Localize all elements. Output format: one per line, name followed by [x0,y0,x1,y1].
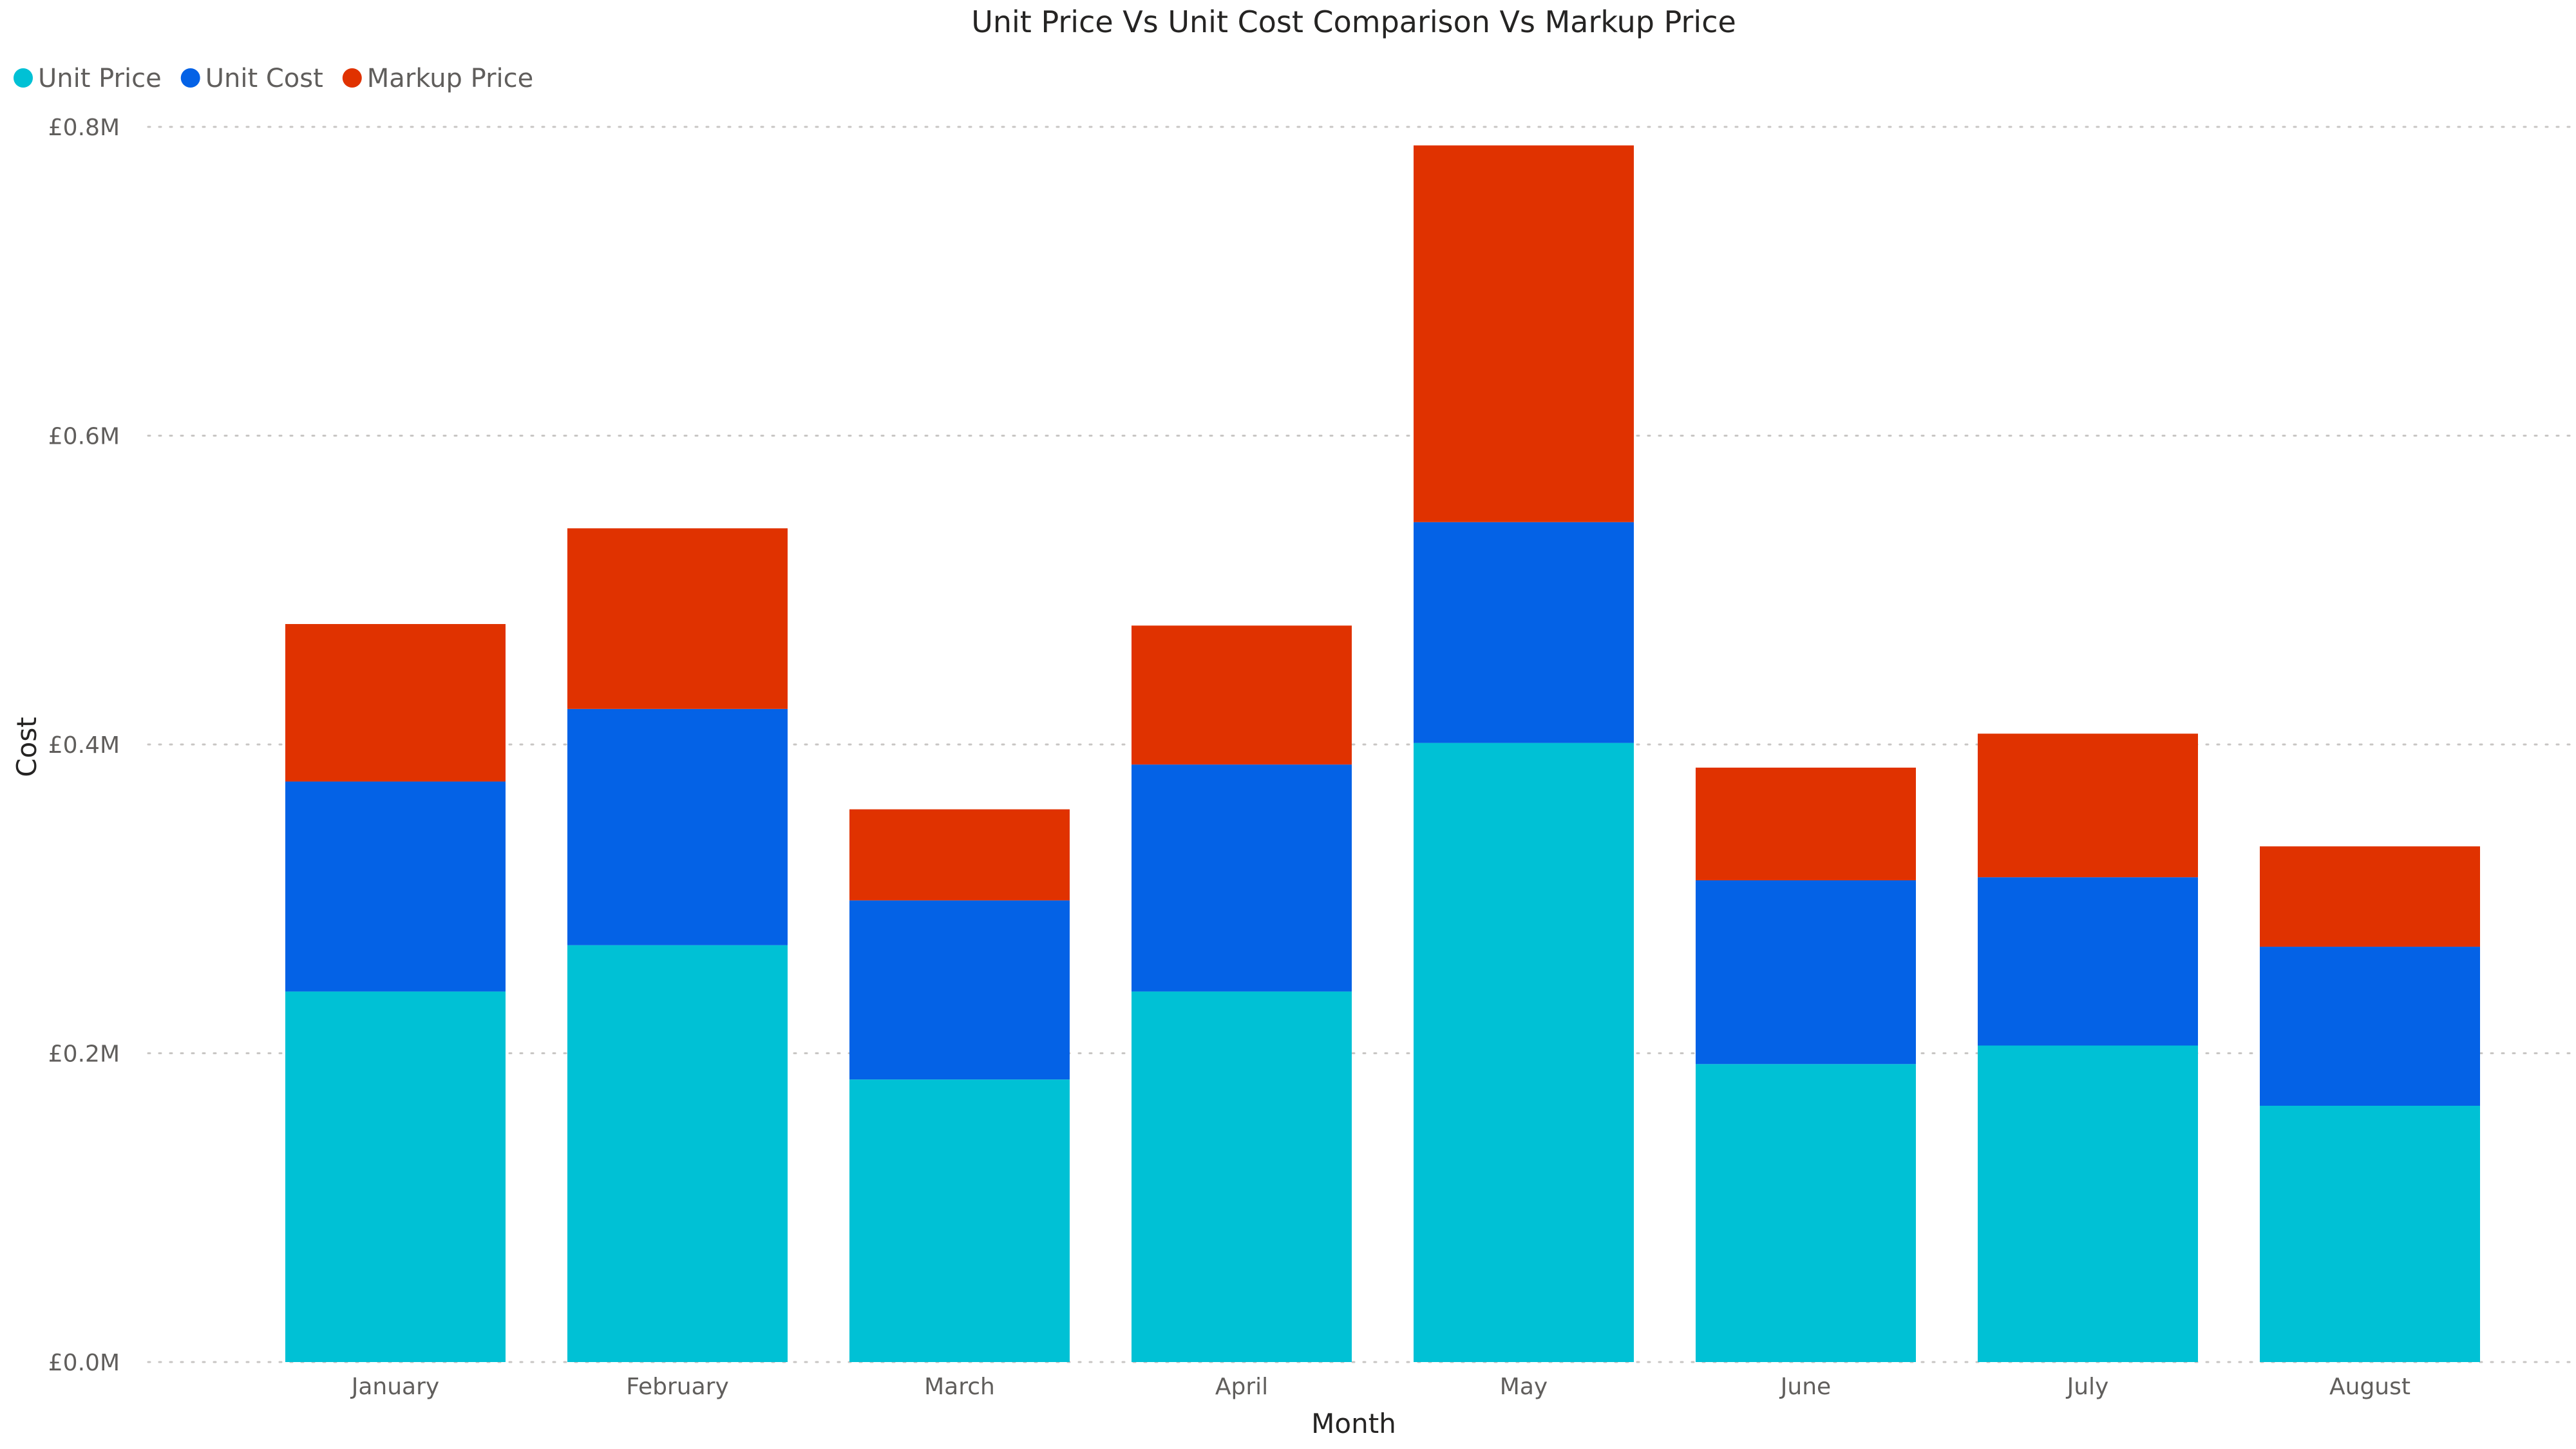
y-tick-label-0: £0.0M [48,1350,120,1376]
legend-marker-0 [14,68,33,88]
bar-january-unit-price[interactable] [285,991,506,1362]
bar-august-unit-cost[interactable] [2260,947,2480,1106]
y-tick-label-3: £0.6M [48,424,120,450]
x-tick-label-january: January [350,1374,439,1400]
legend-marker-2 [342,68,362,88]
bar-august-markup-price[interactable] [2260,846,2480,947]
y-axis-title: Cost [11,717,43,777]
bar-july-markup-price[interactable] [1978,734,2198,878]
bar-july-unit-cost[interactable] [1978,877,2198,1046]
bar-april-unit-cost[interactable] [1132,764,1352,992]
gridlines [147,126,2571,1363]
bar-january-markup-price[interactable] [285,623,506,782]
x-axis-ticks: January February March April May June July Augu… [350,1374,2410,1400]
legend-marker-1 [180,68,200,88]
y-tick-label-4: £0.8M [48,115,120,141]
bar-july-unit-price[interactable] [1978,1045,2198,1362]
bar-february-unit-cost[interactable] [567,708,788,945]
bar-may-markup-price[interactable] [1414,145,1634,522]
bar-january-unit-cost[interactable] [285,781,506,992]
bars [285,145,2480,1362]
bar-august-unit-price[interactable] [2260,1106,2480,1362]
legend-label-0: Unit Price [38,64,162,93]
bar-march-markup-price[interactable] [849,809,1070,901]
x-tick-label-february: February [626,1374,729,1400]
y-axis-ticks: £0.0M £0.2M £0.4M £0.6M £0.8M [48,115,120,1376]
y-tick-label-1: £0.2M [48,1041,120,1068]
x-tick-label-may: May [1500,1374,1548,1400]
x-tick-label-august: August [2329,1374,2410,1400]
bar-february-markup-price[interactable] [567,528,788,709]
legend-label-2: Markup Price [367,64,533,93]
bar-february-unit-price[interactable] [567,945,788,1362]
x-tick-label-july: July [2066,1374,2109,1400]
bar-april-unit-price[interactable] [1132,991,1352,1362]
legend: Unit Price Unit Cost Markup Price [14,64,533,93]
x-tick-label-june: June [1779,1374,1831,1400]
x-axis-title: Month [1311,1408,1396,1439]
y-tick-label-2: £0.4M [48,732,120,759]
x-tick-label-april: April [1215,1374,1268,1400]
bar-june-unit-price[interactable] [1696,1064,1916,1362]
bar-may-unit-price[interactable] [1414,743,1634,1362]
bar-june-unit-cost[interactable] [1696,880,1916,1065]
bar-june-markup-price[interactable] [1696,767,1916,880]
chart-title: Unit Price Vs Unit Cost Comparison Vs Ma… [971,5,1736,39]
x-tick-label-march: March [924,1374,995,1400]
bar-march-unit-price[interactable] [849,1079,1070,1362]
bar-april-markup-price[interactable] [1132,625,1352,765]
bar-may-unit-cost[interactable] [1414,522,1634,743]
bar-march-unit-cost[interactable] [849,900,1070,1080]
legend-label-1: Unit Cost [205,64,323,93]
